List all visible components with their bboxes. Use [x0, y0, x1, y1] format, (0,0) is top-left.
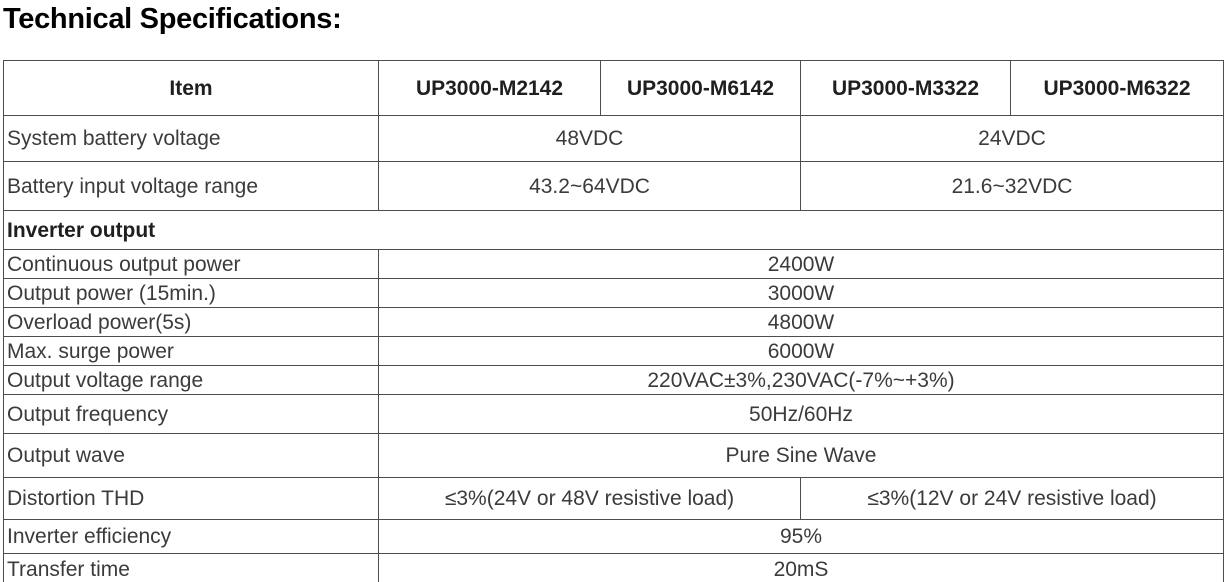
row-label-distortion-thd: Distortion THD	[3, 477, 379, 521]
row-value-all-models: 95%	[378, 519, 1224, 555]
row-label-output-frequency: Output frequency	[3, 394, 379, 435]
table-row: Transfer time 20mS	[3, 553, 1224, 582]
row-value-all-models: 3000W	[378, 278, 1224, 309]
row-label-overload-power-5s: Overload power(5s)	[3, 307, 379, 338]
table-section-row: Inverter output	[3, 210, 1224, 251]
row-value-all-models: 50Hz/60Hz	[378, 394, 1224, 435]
table-row: System battery voltage 48VDC 24VDC	[3, 115, 1224, 163]
row-label-inverter-efficiency: Inverter efficiency	[3, 519, 379, 555]
row-value-24v-group: 24VDC	[800, 115, 1224, 163]
table-row: Battery input voltage range 43.2~64VDC 2…	[3, 161, 1224, 212]
table-row: Output power (15min.) 3000W	[3, 278, 1224, 309]
column-header-model-3: UP3000-M3322	[800, 60, 1011, 117]
column-header-model-4: UP3000-M6322	[1010, 60, 1224, 117]
row-value-all-models: 20mS	[378, 553, 1224, 582]
row-label-output-wave: Output wave	[3, 433, 379, 479]
table-row: Max. surge power 6000W	[3, 336, 1224, 367]
row-value-all-models: 6000W	[378, 336, 1224, 367]
section-header-inverter-output: Inverter output	[3, 210, 1224, 251]
row-value-all-models: 220VAC±3%,230VAC(-7%~+3%)	[378, 365, 1224, 396]
table-row: Output voltage range 220VAC±3%,230VAC(-7…	[3, 365, 1224, 396]
column-header-model-1: UP3000-M2142	[378, 60, 601, 117]
table-header-row: Item UP3000-M2142 UP3000-M6142 UP3000-M3…	[3, 60, 1224, 117]
table-row: Output frequency 50Hz/60Hz	[3, 394, 1224, 435]
table-row: Inverter efficiency 95%	[3, 519, 1224, 555]
row-value-all-models: 2400W	[378, 249, 1224, 280]
row-label-output-voltage-range: Output voltage range	[3, 365, 379, 396]
row-value-48v-group: 43.2~64VDC	[378, 161, 801, 212]
row-label-output-power-15min: Output power (15min.)	[3, 278, 379, 309]
table-row: Distortion THD ≤3%(24V or 48V resistive …	[3, 477, 1224, 521]
row-value-all-models: Pure Sine Wave	[378, 433, 1224, 479]
table-row: Continuous output power 2400W	[3, 249, 1224, 280]
row-value-all-models: 4800W	[378, 307, 1224, 338]
page-title: Technical Specifications:	[3, 3, 342, 35]
technical-specifications-table: Item UP3000-M2142 UP3000-M6142 UP3000-M3…	[3, 60, 1224, 582]
row-label-max-surge-power: Max. surge power	[3, 336, 379, 367]
row-label-transfer-time: Transfer time	[3, 553, 379, 582]
row-value-24v-group: 21.6~32VDC	[800, 161, 1224, 212]
row-value-48v-group: ≤3%(24V or 48V resistive load)	[378, 477, 801, 521]
row-value-24v-group: ≤3%(12V or 24V resistive load)	[800, 477, 1224, 521]
column-header-model-2: UP3000-M6142	[600, 60, 801, 117]
row-value-48v-group: 48VDC	[378, 115, 801, 163]
row-label-continuous-output-power: Continuous output power	[3, 249, 379, 280]
column-header-item: Item	[3, 60, 379, 117]
row-label-system-battery-voltage: System battery voltage	[3, 115, 379, 163]
table-row: Overload power(5s) 4800W	[3, 307, 1224, 338]
row-label-battery-input-voltage-range: Battery input voltage range	[3, 161, 379, 212]
table-row: Output wave Pure Sine Wave	[3, 433, 1224, 479]
